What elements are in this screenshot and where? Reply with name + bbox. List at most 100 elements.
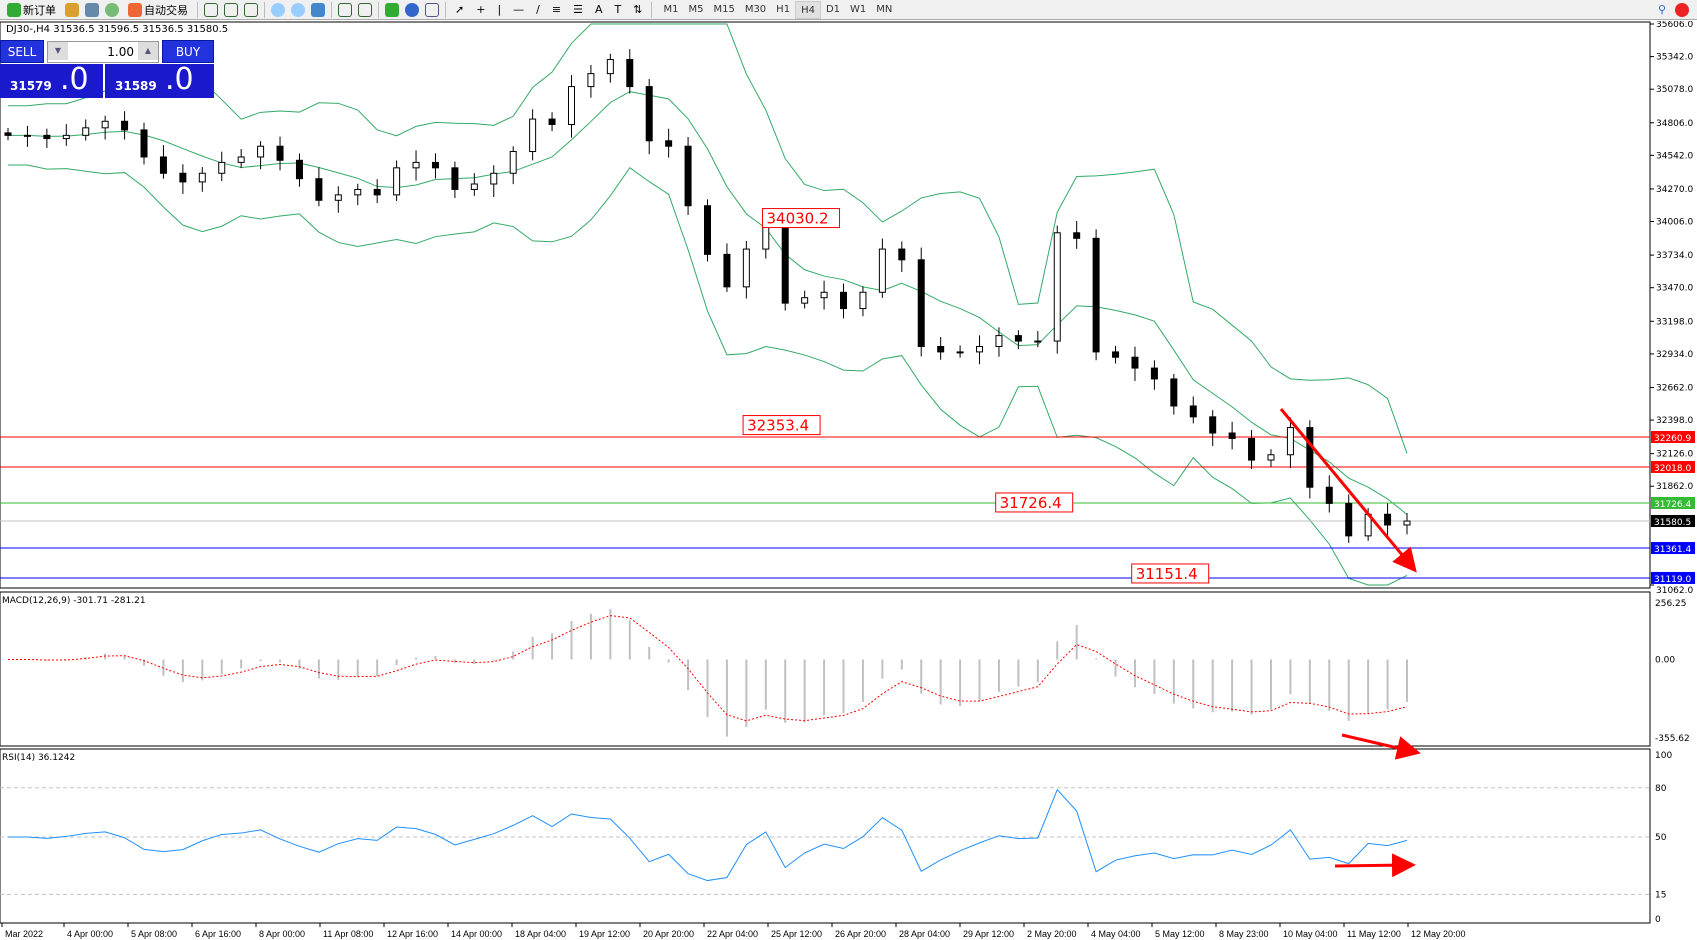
bar-chart-icon[interactable] <box>204 2 218 17</box>
zoom-in-icon[interactable] <box>271 2 285 17</box>
zoom-out-icon[interactable] <box>291 2 305 17</box>
candle-body <box>140 129 148 158</box>
macd-signal-line <box>8 615 1408 722</box>
candle-body <box>23 134 31 137</box>
buy-price[interactable]: 31589.0 <box>105 62 214 98</box>
candle-body <box>1286 427 1294 456</box>
annotation-label: 32353.4 <box>747 417 809 435</box>
price-axis-label: 32662.0 <box>1656 383 1693 393</box>
trend-arrow-rsi <box>1334 853 1416 878</box>
candle-body <box>431 161 439 169</box>
horizontal-line-icon[interactable]: — <box>513 3 525 16</box>
auto-trading-button[interactable]: 自动交易 <box>125 1 191 19</box>
candle-body <box>606 59 614 75</box>
vertical-line-icon[interactable]: | <box>497 3 502 16</box>
chart-symbol-header: DJ30-,H4 31536.5 31596.5 31536.5 31580.5 <box>6 24 229 35</box>
price-axis-label: 33734.0 <box>1656 251 1693 261</box>
candle-body <box>1092 237 1100 353</box>
price-annotation: 31726.4 <box>995 492 1074 513</box>
search-icon[interactable]: ⚲ <box>1657 3 1666 16</box>
candle <box>606 53 614 83</box>
line-chart-icon[interactable] <box>244 2 258 17</box>
timeframe-m30[interactable]: M30 <box>744 3 767 15</box>
cursor-icon[interactable]: ➚ <box>455 3 465 16</box>
chart-shift-icon[interactable] <box>358 2 372 17</box>
candle-body <box>684 145 692 207</box>
text-icon[interactable]: A <box>594 3 603 16</box>
trend-arrow-main <box>1279 408 1417 573</box>
candle-body <box>179 172 187 183</box>
lot-decrease-button[interactable]: ▼ <box>48 42 68 60</box>
sell-price[interactable]: 31579.0 <box>0 62 103 98</box>
buy-button[interactable]: BUY <box>162 40 214 63</box>
candle-body <box>1306 427 1314 488</box>
price-axis-label: 31862.0 <box>1656 482 1693 492</box>
time-axis-label: 22 Apr 04:00 <box>707 929 758 939</box>
candle <box>431 153 439 179</box>
crosshair-icon[interactable]: + <box>476 3 486 16</box>
candle-body <box>451 167 459 190</box>
price-level-bg <box>1651 496 1695 509</box>
arrows-icon[interactable]: ⇅ <box>633 3 643 16</box>
timeframe-m1[interactable]: M1 <box>663 3 679 15</box>
candle-body <box>62 134 70 140</box>
timeframe-w1[interactable]: W1 <box>850 3 867 15</box>
fibonacci-icon[interactable]: ≡ <box>551 3 562 16</box>
price-chart[interactable]: 35606.0 35342.0 35078.0 34806.0 34542.0 34270… <box>0 21 1697 940</box>
candle-body <box>1034 340 1042 343</box>
timeframe-mn[interactable]: MN <box>876 3 893 15</box>
candle-body <box>82 127 90 136</box>
candle <box>198 167 206 192</box>
macd-pane-frame <box>0 591 1651 747</box>
candle <box>334 186 342 213</box>
timeframe-h1[interactable]: H1 <box>776 3 791 15</box>
time-axis-label: 20 Apr 20:00 <box>643 929 694 939</box>
candle <box>1092 229 1100 361</box>
candle <box>373 179 381 204</box>
candle-body <box>626 59 634 88</box>
auto-scroll-icon[interactable] <box>338 2 352 17</box>
price-level-label: 31580.5 <box>1654 518 1691 528</box>
lot-increase-button[interactable]: ▲ <box>138 42 158 60</box>
price-level-tag: 31119.0 <box>1651 571 1695 585</box>
indicators-icon[interactable] <box>385 2 399 17</box>
notification-icon[interactable] <box>1675 2 1689 17</box>
toolbar: 新订单 自动交易 ➚ + | — / ≡ ☰ A T ⇅ M1 M5 M15 M30 H… <box>0 0 1697 20</box>
toolbar-separator <box>378 1 379 18</box>
sell-button[interactable]: SELL <box>0 40 44 63</box>
metaeditor-icon[interactable] <box>65 2 79 17</box>
time-axis-label: 5 Apr 08:00 <box>131 929 177 939</box>
terminal-icon[interactable] <box>85 2 99 17</box>
lot-size-input[interactable]: 1.00 <box>47 41 159 63</box>
candle <box>509 146 517 185</box>
templates-icon[interactable] <box>425 2 439 17</box>
annotation-label: 34030.2 <box>767 210 829 228</box>
candle <box>451 161 459 198</box>
timeframe-d1[interactable]: D1 <box>825 3 841 15</box>
timeframe-m15[interactable]: M15 <box>713 3 735 15</box>
timeframe-m5[interactable]: M5 <box>688 3 704 15</box>
candle <box>898 241 906 272</box>
candle <box>937 337 945 360</box>
periods-icon[interactable] <box>405 2 419 17</box>
candle-body <box>529 118 537 153</box>
rsi-axis-label: 0 <box>1655 915 1661 925</box>
candle <box>529 109 537 161</box>
candle <box>1267 449 1275 467</box>
candle-body <box>121 120 129 131</box>
candle-body <box>4 132 12 136</box>
candle-body <box>1228 432 1236 439</box>
text-label-icon[interactable]: T <box>614 3 622 16</box>
candle <box>548 112 556 132</box>
new-order-button[interactable]: 新订单 <box>4 1 59 19</box>
trendline-icon[interactable]: / <box>536 3 540 16</box>
candlestick-icon[interactable] <box>224 2 238 17</box>
candle-body <box>898 248 906 261</box>
tile-windows-icon[interactable] <box>311 2 325 17</box>
fibo-fan-icon[interactable]: ☰ <box>573 3 583 16</box>
signals-icon[interactable] <box>105 2 119 17</box>
candle-body <box>781 226 789 304</box>
timeframe-h4[interactable]: H4 <box>795 0 821 19</box>
candle <box>412 150 420 181</box>
time-axis-label: 6 Apr 16:00 <box>195 929 241 939</box>
